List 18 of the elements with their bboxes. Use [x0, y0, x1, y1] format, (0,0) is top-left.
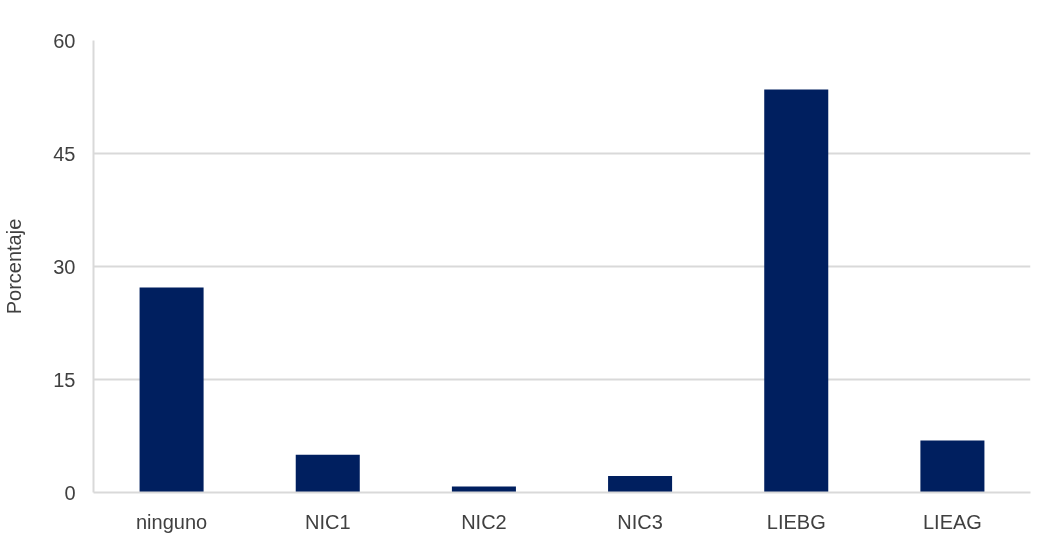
x-tick-label: NIC1	[304, 510, 351, 533]
x-tick-label: NIC3	[617, 510, 663, 533]
y-tick-label: 45	[53, 142, 76, 165]
y-tick-label: 0	[64, 481, 76, 504]
y-tick-label: 15	[53, 368, 76, 391]
x-tick-label: NIC2	[461, 510, 507, 533]
bar	[608, 475, 673, 493]
bar	[764, 89, 829, 493]
bar	[451, 486, 516, 493]
y-tick-label: 30	[53, 255, 76, 278]
bar	[295, 454, 360, 493]
bar	[920, 440, 985, 493]
x-tick-label: LIEBG	[766, 510, 826, 533]
bar	[139, 287, 204, 493]
x-tick-label: ninguno	[135, 510, 208, 533]
y-tick-label: 60	[53, 29, 76, 52]
x-tick-label: LIEAG	[922, 510, 982, 533]
y-axis-title: Porcentaje	[3, 218, 26, 315]
